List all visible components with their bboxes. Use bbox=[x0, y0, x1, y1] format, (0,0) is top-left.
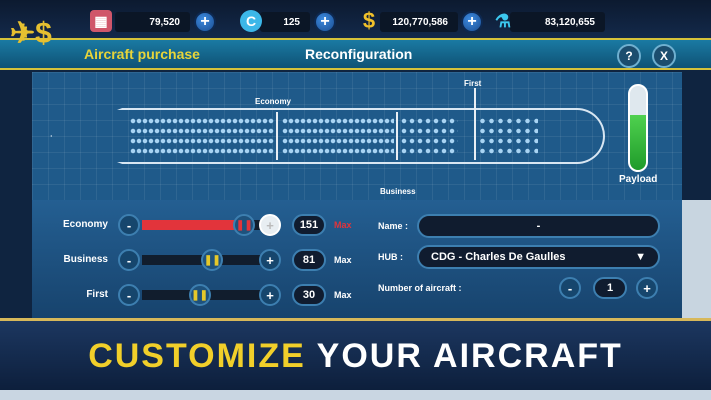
business-seats[interactable] bbox=[400, 116, 458, 156]
business-increase-button[interactable]: + bbox=[259, 249, 281, 271]
business-slider-handle[interactable]: ❚❚ bbox=[201, 249, 224, 271]
banner-word-customize: CUSTOMIZE bbox=[88, 337, 306, 375]
first-seat-count: 30 bbox=[292, 284, 326, 306]
add-credits-button[interactable]: + bbox=[314, 11, 336, 33]
economy-label: Economy bbox=[255, 97, 292, 106]
economy-seats-rear[interactable] bbox=[282, 116, 394, 156]
economy-slider-handle[interactable]: ❚❚ bbox=[233, 214, 256, 236]
payload-gauge bbox=[628, 84, 648, 172]
flask-icon: ⚗ bbox=[494, 10, 512, 31]
first-slider[interactable]: ❚❚ bbox=[142, 284, 270, 306]
page-title: Reconfiguration bbox=[305, 46, 413, 62]
resource-bar: 79,520 ▦ + 125 C + 120,770,586 $ + 83,12… bbox=[0, 0, 711, 38]
banner-word-aircraft: YOUR AIRCRAFT bbox=[316, 337, 623, 375]
first-decrease-button[interactable]: - bbox=[118, 284, 140, 306]
title-bar: ✈$ Aircraft purchase Reconfiguration ? X bbox=[0, 17, 711, 70]
economy-seat-count: 151 bbox=[292, 214, 326, 236]
add-money-button[interactable]: + bbox=[461, 11, 483, 33]
economy-label: Economy bbox=[62, 219, 108, 230]
coin-c-icon: C bbox=[240, 10, 262, 32]
economy-seats[interactable] bbox=[130, 116, 274, 156]
credits-counter: 125 bbox=[260, 12, 310, 32]
economy-max-button[interactable]: Max bbox=[334, 220, 352, 230]
name-input[interactable]: - bbox=[417, 214, 660, 238]
aircraft-outline bbox=[50, 108, 605, 164]
payload-label: Payload bbox=[619, 174, 658, 185]
first-slider-handle[interactable]: ❚❚ bbox=[188, 284, 211, 306]
close-button[interactable]: X bbox=[652, 44, 676, 68]
business-max-button[interactable]: Max bbox=[334, 255, 352, 265]
economy-decrease-button[interactable]: - bbox=[118, 214, 140, 236]
help-button[interactable]: ? bbox=[617, 44, 641, 68]
business-label: Business bbox=[63, 254, 108, 265]
decrease-count-button[interactable]: - bbox=[559, 277, 581, 299]
bottom-strip bbox=[0, 390, 711, 400]
add-tickets-button[interactable]: + bbox=[194, 11, 216, 33]
aircraft-count-value: 1 bbox=[593, 277, 627, 299]
first-max-button[interactable]: Max bbox=[334, 290, 352, 300]
business-decrease-button[interactable]: - bbox=[118, 249, 140, 271]
first-label: First bbox=[86, 289, 108, 300]
economy-slider-fill bbox=[142, 220, 245, 230]
aircraft-tag-icon: ✈$ bbox=[10, 17, 52, 50]
economy-divider[interactable] bbox=[276, 112, 278, 160]
ticket-icon: ▦ bbox=[90, 10, 112, 32]
name-label: Name : bbox=[378, 221, 409, 231]
tickets-counter: 79,520 bbox=[115, 12, 190, 32]
business-label: Business bbox=[380, 187, 416, 196]
money-counter: 120,770,586 bbox=[380, 12, 458, 32]
dollar-icon: $ bbox=[362, 8, 376, 33]
chevron-down-icon: ▼ bbox=[635, 251, 646, 263]
first-divider[interactable] bbox=[474, 88, 476, 160]
increase-count-button[interactable]: + bbox=[636, 277, 658, 299]
hub-select[interactable]: CDG - Charles De Gaulles ▼ bbox=[417, 245, 660, 269]
business-seat-count: 81 bbox=[292, 249, 326, 271]
economy-increase-button[interactable]: + bbox=[259, 214, 281, 236]
business-divider[interactable] bbox=[396, 112, 398, 160]
aircraft-count-label: Number of aircraft : bbox=[378, 283, 462, 293]
hub-label: HUB : bbox=[378, 252, 403, 262]
payload-gauge-fill bbox=[630, 115, 646, 170]
economy-slider[interactable]: ❚❚ bbox=[142, 214, 270, 236]
section-title: Aircraft purchase bbox=[84, 46, 200, 62]
side-strip bbox=[682, 200, 711, 318]
first-label: First bbox=[464, 79, 482, 88]
promo-banner: CUSTOMIZE YOUR AIRCRAFT bbox=[0, 318, 711, 390]
first-seats[interactable] bbox=[478, 116, 538, 156]
first-increase-button[interactable]: + bbox=[259, 284, 281, 306]
research-counter: 83,120,655 bbox=[510, 12, 605, 32]
business-slider[interactable]: ❚❚ bbox=[142, 249, 270, 271]
